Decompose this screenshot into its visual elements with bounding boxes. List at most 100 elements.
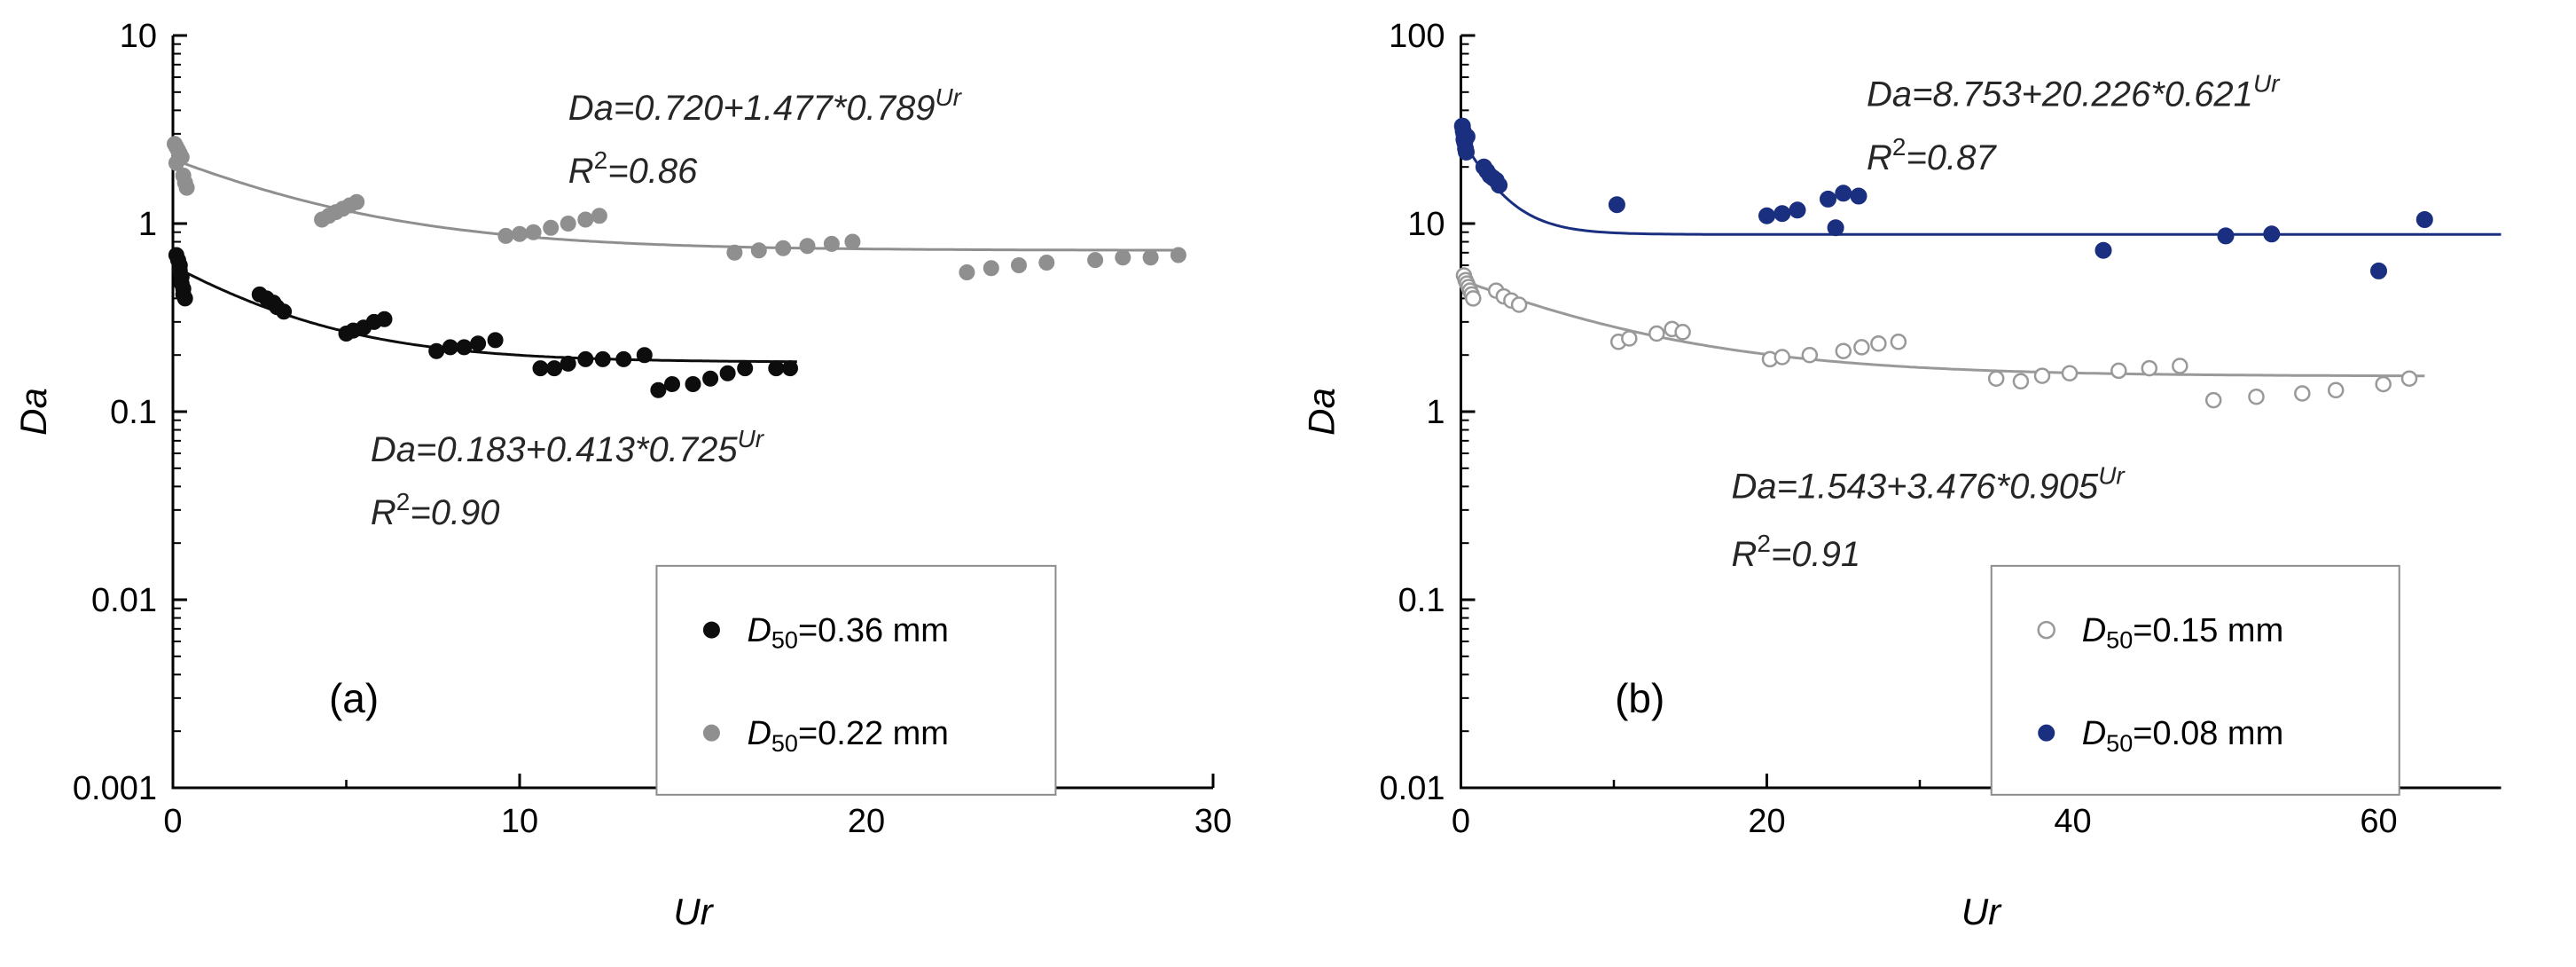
data-point xyxy=(1789,201,1806,219)
legend-marker xyxy=(2037,620,2055,640)
data-point xyxy=(1835,185,1852,202)
data-point xyxy=(1011,257,1027,273)
chart-panel-a: 0 10 20 30 10 1 0.1 0.01 0.001 Ur Da (a) Da=0.720+1.… xyxy=(12,18,1232,932)
legend-marker xyxy=(702,621,720,639)
x-tick-label: 10 xyxy=(501,803,538,840)
legend-box xyxy=(1990,564,2400,796)
data-point xyxy=(1850,187,1867,205)
legend: D50=0.15 mm D50=0.08 mm xyxy=(1990,564,2400,796)
legend-marker xyxy=(702,724,720,742)
legend-label-0: D50=0.36 mm xyxy=(747,612,949,654)
series-points-0 xyxy=(1455,267,2418,409)
x-tick-label: 60 xyxy=(2360,803,2397,840)
data-point xyxy=(2370,262,2387,279)
x-tick-label: 40 xyxy=(2054,803,2091,840)
data-point xyxy=(2061,365,2079,381)
data-point xyxy=(1608,196,1625,214)
y-tick-label: 1 xyxy=(138,206,157,243)
data-point xyxy=(615,350,632,367)
data-point xyxy=(1491,177,1508,194)
data-point xyxy=(2327,381,2345,399)
data-point xyxy=(1458,143,1475,161)
data-point xyxy=(546,360,563,377)
data-point xyxy=(685,376,701,392)
data-point xyxy=(1827,219,1844,237)
data-point xyxy=(2294,385,2311,402)
y-axis-label: Da xyxy=(12,388,54,436)
series-points-1 xyxy=(167,136,1186,280)
data-point xyxy=(844,233,861,250)
annotation-2: Da=0.183+0.413*0.725Ur xyxy=(371,425,765,469)
chart-b: 0 20 40 60 100 10 1 0.1 0.01 Ur Da (b) Da=8.753+20.2… xyxy=(1301,18,2502,932)
x-tick-label: 30 xyxy=(1194,803,1232,840)
data-point xyxy=(1142,249,1159,266)
data-point xyxy=(497,227,514,244)
data-point xyxy=(959,264,975,280)
data-point xyxy=(376,311,393,327)
x-axis-label: Ur xyxy=(1961,891,2002,932)
data-point xyxy=(1758,207,1775,224)
data-point xyxy=(560,216,576,232)
y-tick-label: 10 xyxy=(1407,206,1445,243)
data-point xyxy=(470,335,487,352)
data-point xyxy=(591,208,607,224)
series-points-1 xyxy=(1453,117,2433,279)
data-point xyxy=(2094,241,2112,259)
data-point xyxy=(276,303,293,320)
panel-letter: (b) xyxy=(1615,675,1664,721)
panel-letter: (a) xyxy=(329,675,379,721)
data-point xyxy=(543,219,560,236)
data-point xyxy=(2263,225,2281,243)
data-point xyxy=(1621,330,1638,347)
data-point xyxy=(719,365,736,381)
data-point xyxy=(1170,247,1186,263)
annotation-0: Da=8.753+20.226*0.621Ur xyxy=(1867,70,2281,114)
data-point xyxy=(1773,349,1791,366)
data-point xyxy=(1674,324,1691,341)
x-axis-label: Ur xyxy=(673,891,714,932)
annotation-3: R2=0.90 xyxy=(371,488,500,532)
data-point xyxy=(1835,342,1852,359)
data-point xyxy=(2204,391,2222,409)
x-tick-label: 0 xyxy=(1452,803,1470,840)
data-point xyxy=(1890,334,1907,350)
data-point xyxy=(664,376,680,392)
data-point xyxy=(525,224,542,240)
annotation-1: R2=0.87 xyxy=(1867,133,1997,177)
legend-label-1: D50=0.22 mm xyxy=(747,715,949,757)
data-point xyxy=(442,339,458,356)
data-point xyxy=(983,260,999,277)
chart-panel-b: 0 20 40 60 100 10 1 0.1 0.01 Ur Da (b) Da=8.753+20.2… xyxy=(1288,0,2576,967)
legend-label-1: D50=0.08 mm xyxy=(2082,715,2284,757)
data-point xyxy=(750,242,767,259)
data-point xyxy=(1870,335,1887,352)
y-tick-label: 100 xyxy=(1389,18,1445,55)
y-axis-label: Da xyxy=(1301,388,1343,436)
x-tick-label: 20 xyxy=(1748,803,1785,840)
x-tick-label: 0 xyxy=(163,803,182,840)
x-tick-label: 20 xyxy=(848,803,885,840)
data-point xyxy=(577,350,594,367)
data-point xyxy=(775,240,792,256)
axes: 0 10 20 30 10 1 0.1 0.01 0.001 xyxy=(73,18,1232,840)
y-tick-label: 0.1 xyxy=(1398,582,1445,619)
y-tick-label: 0.01 xyxy=(91,582,157,619)
annotation-0: Da=0.720+1.477*0.789Ur xyxy=(568,83,963,128)
data-point xyxy=(594,350,611,367)
y-tick-label: 0.001 xyxy=(73,770,157,807)
data-point xyxy=(1773,205,1791,223)
data-point xyxy=(768,360,785,377)
annotation-3: R2=0.91 xyxy=(1731,530,1860,574)
y-tick-label: 10 xyxy=(120,18,157,55)
data-point xyxy=(1465,290,1482,307)
chart-a: 0 10 20 30 10 1 0.1 0.01 0.001 Ur Da (a) Da=0.720+1.… xyxy=(12,18,1232,932)
data-point xyxy=(176,290,193,307)
data-point xyxy=(348,193,365,210)
annotation-2: Da=1.543+3.476*0.905Ur xyxy=(1731,462,2126,507)
data-point xyxy=(1801,346,1819,364)
data-point xyxy=(2141,359,2158,377)
data-point xyxy=(577,211,594,228)
data-point xyxy=(178,179,195,196)
data-point xyxy=(1820,190,1836,208)
data-point xyxy=(2033,367,2051,384)
